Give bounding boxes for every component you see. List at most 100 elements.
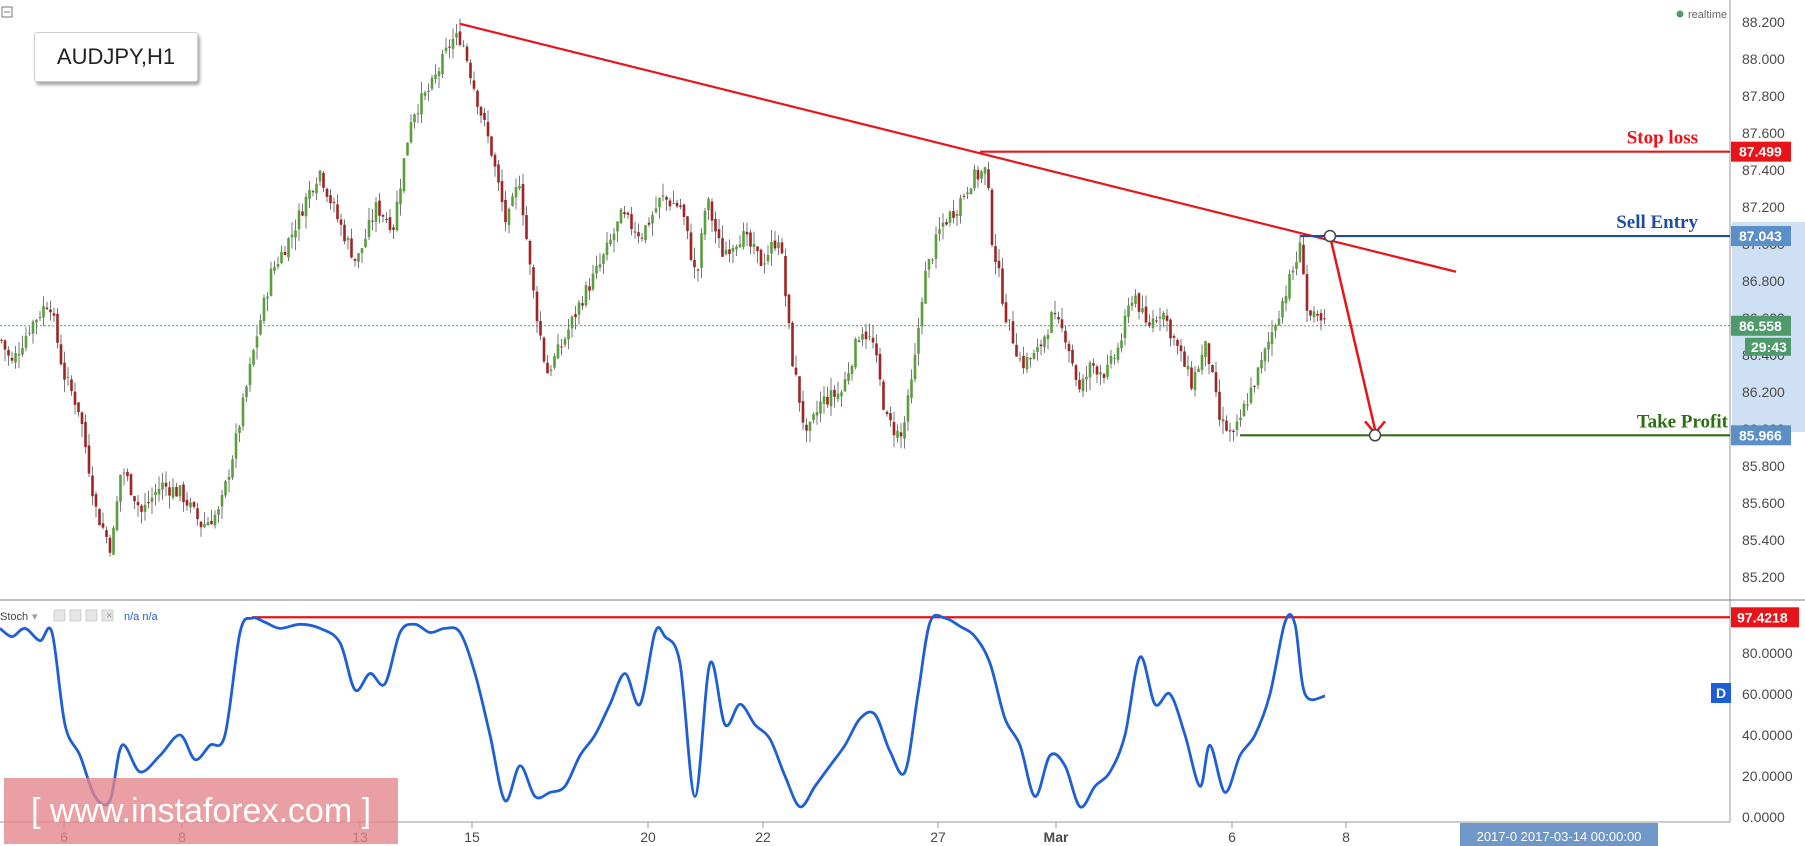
candle-body (269, 268, 273, 296)
candle-body (14, 353, 17, 363)
price-tick-label: 88.000 (1742, 51, 1785, 67)
candle-body (882, 381, 885, 410)
candle-body (406, 142, 409, 156)
candle-body (528, 240, 532, 265)
price-tick-label: 86.800 (1742, 273, 1785, 289)
candle-body (619, 209, 623, 224)
candle-body (252, 349, 255, 365)
candle-body (220, 494, 224, 507)
candle-body (318, 170, 322, 182)
symbol-label[interactable]: AUDJPY,H1 (34, 32, 198, 82)
candle-body (731, 247, 735, 252)
candle-body (735, 246, 738, 250)
candle-body (773, 240, 777, 249)
candle-body (112, 527, 115, 555)
candle-body (1277, 318, 1281, 326)
candle-body (801, 401, 805, 423)
candle-body (1162, 312, 1165, 320)
price-tick-label: 87.800 (1742, 88, 1785, 104)
candle-body (273, 266, 276, 271)
sell-entry-price-text: 87.043 (1739, 228, 1782, 244)
candle-body (798, 376, 801, 403)
candle-body (371, 220, 374, 222)
candle-body (896, 430, 899, 438)
candle-body (668, 200, 672, 207)
candle-body (346, 238, 350, 241)
candle-body (66, 376, 70, 378)
candle-body (168, 487, 171, 496)
time-tick-label: 20 (640, 829, 656, 845)
candle-body (1148, 322, 1151, 326)
indicator-name[interactable]: Stoch (0, 611, 28, 623)
candle-body (276, 264, 280, 267)
candle-body (1190, 367, 1193, 389)
stoch-tick-label: 20.0000 (1742, 768, 1793, 784)
candle-body (917, 327, 920, 354)
candle-body (644, 225, 647, 241)
candle-body (115, 501, 119, 531)
candle-body (994, 246, 997, 263)
candle-body (591, 273, 595, 290)
candle-body (864, 331, 868, 340)
indicator-remove-icon[interactable] (101, 609, 114, 622)
candle-body (738, 244, 742, 248)
candle-body (0, 339, 3, 341)
candle-body (322, 172, 325, 188)
candle-body (59, 344, 63, 365)
candle-body (203, 523, 206, 527)
indicator-settings-icon[interactable] (53, 609, 66, 622)
indicator-source-icon[interactable] (69, 609, 82, 622)
candle-body (941, 222, 945, 227)
candle-body (1260, 359, 1263, 369)
candle-body (1323, 318, 1326, 320)
candle-body (581, 303, 584, 306)
candle-body (45, 307, 49, 310)
collapse-icon[interactable] (1, 6, 13, 18)
candle-body (892, 421, 896, 436)
candle-body (819, 401, 822, 414)
candle-body (1116, 347, 1120, 360)
take-profit-price-text: 85.966 (1739, 427, 1782, 443)
candle-body (150, 497, 154, 503)
candle-body (70, 379, 73, 392)
candle-body (479, 106, 483, 116)
candle-body (826, 396, 829, 405)
last-price-text: 86.558 (1739, 318, 1782, 334)
sell-entry-label: Sell Entry (1616, 212, 1698, 233)
stop-loss-price-text: 87.499 (1739, 144, 1782, 160)
candle-body (409, 122, 413, 143)
candle-body (1249, 387, 1253, 403)
candle-body (1001, 268, 1004, 304)
candle-body (962, 195, 966, 197)
candle-body (693, 259, 696, 268)
candle-body (476, 90, 479, 107)
candle-body (1270, 332, 1274, 345)
candle-body (490, 136, 493, 156)
candle-body (549, 369, 553, 371)
candle-body (427, 90, 430, 92)
candle-body (763, 263, 766, 265)
candle-body (1158, 316, 1162, 319)
candle-body (927, 259, 931, 270)
candle-body (458, 31, 462, 45)
candle-body (175, 487, 178, 497)
candle-body (353, 258, 357, 261)
candle-body (126, 471, 129, 477)
candle-body (374, 202, 378, 222)
candle-body (1214, 372, 1218, 393)
candle-body (724, 249, 728, 255)
candle-body (990, 189, 994, 245)
candle-body (878, 353, 882, 380)
candle-body (854, 338, 857, 368)
candle-body (1109, 355, 1113, 364)
indicator-dropdown-icon[interactable]: ▾ (32, 611, 38, 623)
take-profit-marker (1368, 429, 1382, 442)
stoch-d-badge (1711, 683, 1731, 703)
candle-body (1179, 345, 1183, 352)
candle-body (857, 340, 861, 342)
candle-body (147, 502, 150, 504)
indicator-add-icon[interactable] (85, 609, 98, 622)
candle-body (224, 481, 227, 496)
